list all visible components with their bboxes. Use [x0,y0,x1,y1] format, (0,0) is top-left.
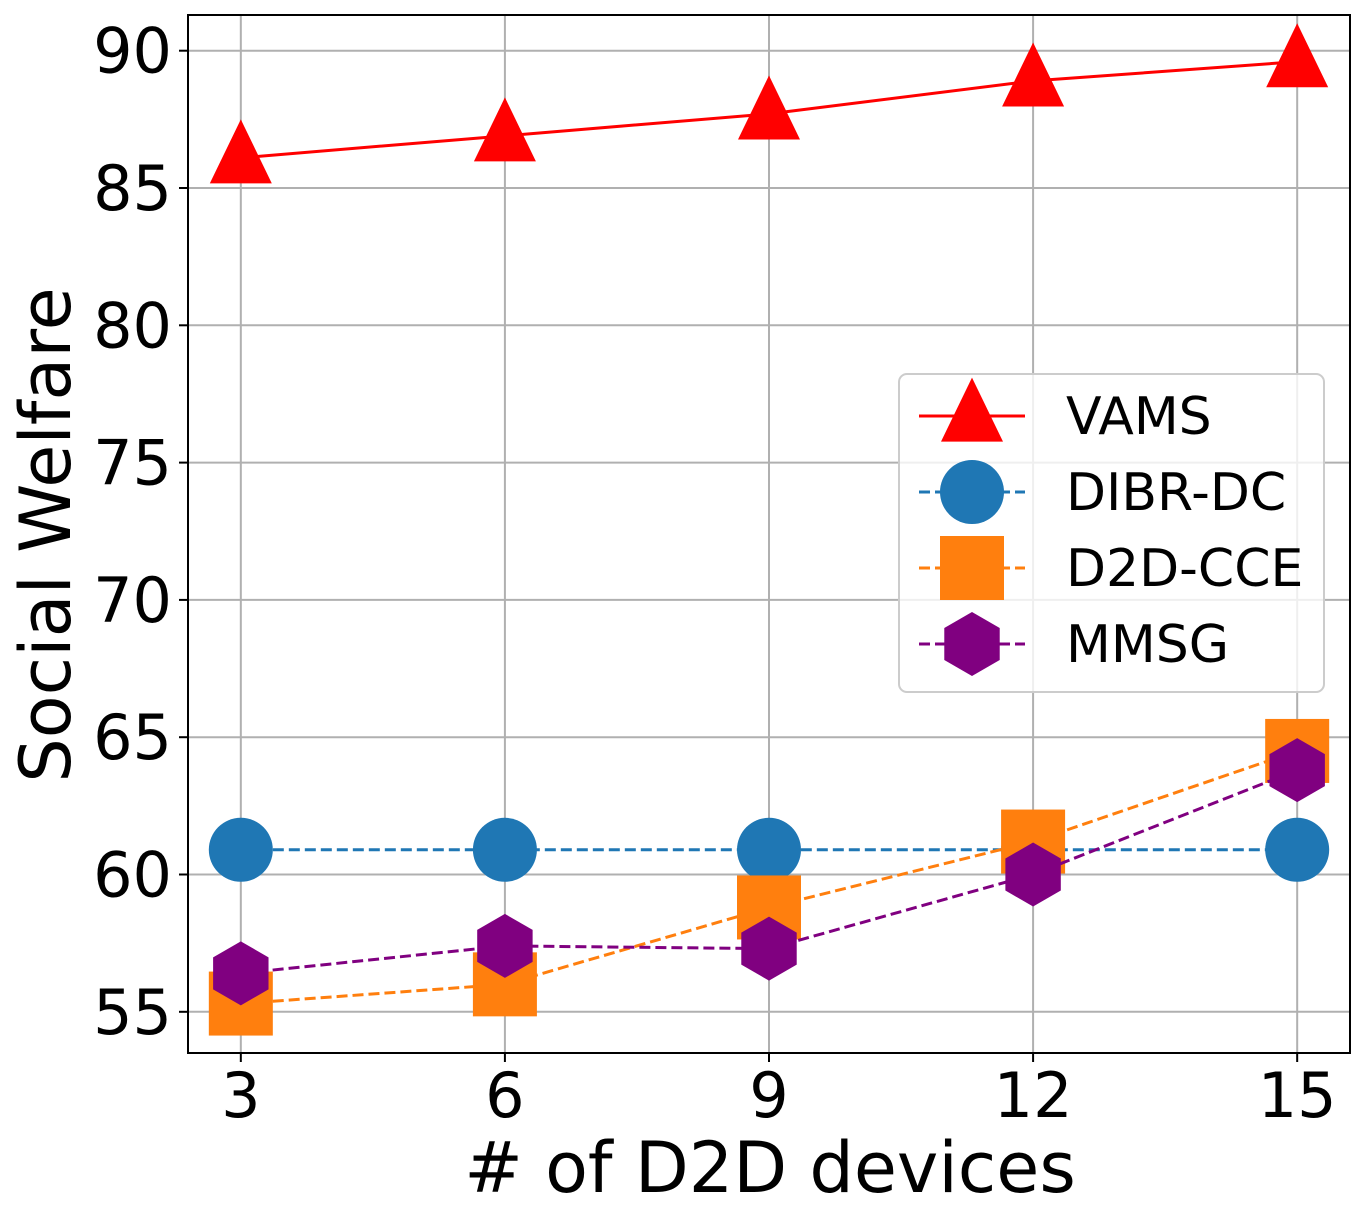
legend-item-dibr-dc: DIBR-DC [919,460,1286,524]
series-vams [209,23,1329,184]
y-tick-label: 80 [93,289,172,362]
legend-marker-mmsg [944,612,1000,676]
data-point-dibr-dc [472,817,537,882]
ticks: 3 6 9 12 15 55 60 65 70 75 80 85 90 [93,15,1337,1132]
y-tick-label: 60 [93,839,172,912]
x-axis-title: # of D2D devices [464,1127,1076,1209]
data-point-mmsg [741,916,797,981]
legend: VAMS DIBR-DC D2D-CCE MMSG [898,373,1325,693]
legend-label-vams: VAMS [1066,387,1212,447]
legend-marker-dibr-dc [940,460,1004,524]
data-point-dibr-dc [208,817,273,882]
data-point-mmsg [1005,842,1061,907]
legend-item-d2d-cce: D2D-CCE [919,536,1303,600]
y-tick-label: 55 [93,976,172,1049]
series-mmsg [213,738,1325,1006]
legend-label-mmsg: MMSG [1066,615,1229,675]
data-point-vams [209,119,272,184]
y-tick-label: 85 [93,152,172,225]
series-layer [208,23,1330,1036]
legend-label-d2d-cce: D2D-CCE [1066,539,1303,599]
x-tick-label: 12 [994,1059,1073,1132]
series-line-d2d-cce [240,749,1298,1006]
y-tick-label: 75 [93,427,172,500]
data-point-vams [1266,23,1329,88]
x-tick-label: 3 [221,1059,260,1132]
x-tick-label: 6 [485,1059,524,1132]
y-tick-label: 70 [93,564,172,637]
legend-marker-d2d-cce [940,536,1004,600]
data-point-vams [1002,42,1065,107]
data-point-vams [473,97,536,162]
x-tick-label: 15 [1258,1059,1337,1132]
data-point-dibr-dc [737,817,801,882]
legend-box [898,373,1325,693]
x-tick-label: 9 [749,1059,788,1132]
y-tick-label: 65 [93,701,172,774]
y-tick-label: 90 [93,15,172,88]
legend-label-dibr-dc: DIBR-DC [1066,463,1286,523]
data-point-mmsg [1269,738,1325,803]
data-point-mmsg [477,913,533,978]
data-point-mmsg [213,941,269,1006]
data-point-vams [738,75,800,140]
y-axis-title: Social Welfare [5,287,87,782]
legend-item-vams: VAMS [919,377,1212,447]
data-point-dibr-dc [1265,817,1330,882]
legend-item-mmsg: MMSG [919,612,1229,676]
legend-marker-vams [941,377,1003,442]
